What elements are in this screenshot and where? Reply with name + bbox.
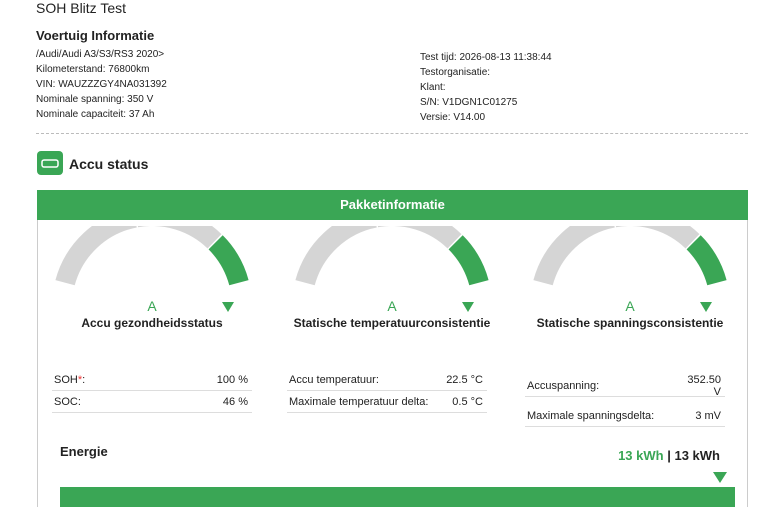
- energy-total: 13 kWh: [674, 448, 720, 463]
- row-label: Maximale spanningsdelta:: [527, 410, 654, 422]
- row-label-text: SOH: [54, 374, 78, 386]
- energy-bar: [60, 487, 735, 507]
- vehicle-line: Nominale capaciteit: 37 Ah: [36, 109, 155, 120]
- test-line: Klant:: [420, 82, 446, 93]
- row-label: SOH*:: [54, 374, 85, 386]
- gauge-arc: [55, 226, 138, 286]
- info-row: SOC: 46 %: [52, 392, 252, 413]
- test-line: Test tijd: 2026-08-13 11:38:44: [420, 52, 552, 63]
- gauge-arc: [137, 226, 222, 249]
- row-label: SOC:: [54, 396, 81, 408]
- row-value: 352.50 V: [687, 374, 721, 398]
- row-label: Accuspanning:: [527, 380, 599, 392]
- row-label-text: SOC:: [54, 396, 81, 408]
- info-row: Accu temperatuur: 22.5 °C: [287, 370, 487, 391]
- vehicle-line: /Audi/Audi A3/S3/RS3 2020>: [36, 49, 165, 60]
- row-value: 46 %: [222, 396, 248, 408]
- gauge-label: Statische spanningsconsistentie: [536, 316, 724, 330]
- gauge-arc: [377, 226, 462, 249]
- row-label-text: Maximale temperatuur delta:: [289, 396, 429, 408]
- test-line: S/N: V1DGN1C01275: [420, 97, 518, 108]
- gauge-arc: [533, 226, 616, 286]
- info-row: Maximale temperatuur delta: 0.5 °C: [287, 392, 487, 413]
- row-label: Accu temperatuur:: [289, 374, 379, 386]
- row-label-text: Maximale spanningsdelta:: [527, 410, 655, 422]
- row-value: 22.5 °C: [446, 374, 483, 386]
- vehicle-line: Kilometerstand: 76800km: [36, 64, 150, 75]
- required-mark: *: [77, 374, 83, 386]
- vehicle-line: Nominale spanning: 350 V: [36, 94, 154, 105]
- row-value: 3 mV: [695, 410, 721, 422]
- panel-title: Pakketinformatie: [37, 190, 748, 220]
- section-icon: [37, 151, 63, 175]
- energy-current: 13 kWh: [618, 448, 664, 463]
- row-label-text: Accu temperatuur:: [289, 374, 379, 386]
- energy-values: 13 kWh | 13 kWh: [618, 448, 720, 463]
- gauge-label: Accu gezondheidsstatus: [81, 316, 223, 330]
- row-colon: :: [82, 374, 86, 386]
- info-row: Accuspanning: 352.50 V: [525, 374, 725, 398]
- gauge-arc: [208, 235, 249, 286]
- energy-title: Energie: [60, 444, 108, 459]
- gauge-arc: [448, 235, 489, 286]
- row-value: 0.5 °C: [452, 396, 483, 408]
- row-label-text: Accuspanning:: [527, 380, 600, 392]
- section-title: Accu status: [69, 156, 149, 172]
- divider: [36, 133, 748, 134]
- test-line: Versie: V14.00: [420, 112, 486, 123]
- vehicle-line: VIN: WAUZZZGY4NA031392: [36, 79, 167, 90]
- gauge: [295, 226, 489, 312]
- title: SOH Blitz Test: [36, 0, 126, 16]
- gauge-marker: [222, 302, 234, 312]
- energy-marker: [713, 472, 727, 483]
- gauge-grade: A: [147, 298, 157, 314]
- gauge-label: Statische temperatuurconsistentie: [293, 316, 491, 330]
- energy-separator: |: [667, 448, 671, 463]
- vehicle-title: Voertuig Informatie: [36, 28, 155, 43]
- gauge-arc: [295, 226, 378, 286]
- gauge-marker: [700, 302, 712, 312]
- gauge: [533, 226, 727, 312]
- gauge-grade: A: [387, 298, 397, 314]
- gauge-arc: [615, 226, 700, 249]
- test-line: Testorganisatie:: [420, 67, 491, 78]
- gauge: [55, 226, 249, 312]
- row-value: 100 %: [216, 374, 248, 386]
- row-label: Maximale temperatuur delta:: [289, 396, 428, 408]
- info-row: SOH*: 100 %: [52, 370, 252, 391]
- gauge-grade: A: [625, 298, 635, 314]
- info-row: Maximale spanningsdelta: 3 mV: [525, 406, 725, 427]
- gauge-marker: [462, 302, 474, 312]
- gauge-arc: [686, 235, 727, 286]
